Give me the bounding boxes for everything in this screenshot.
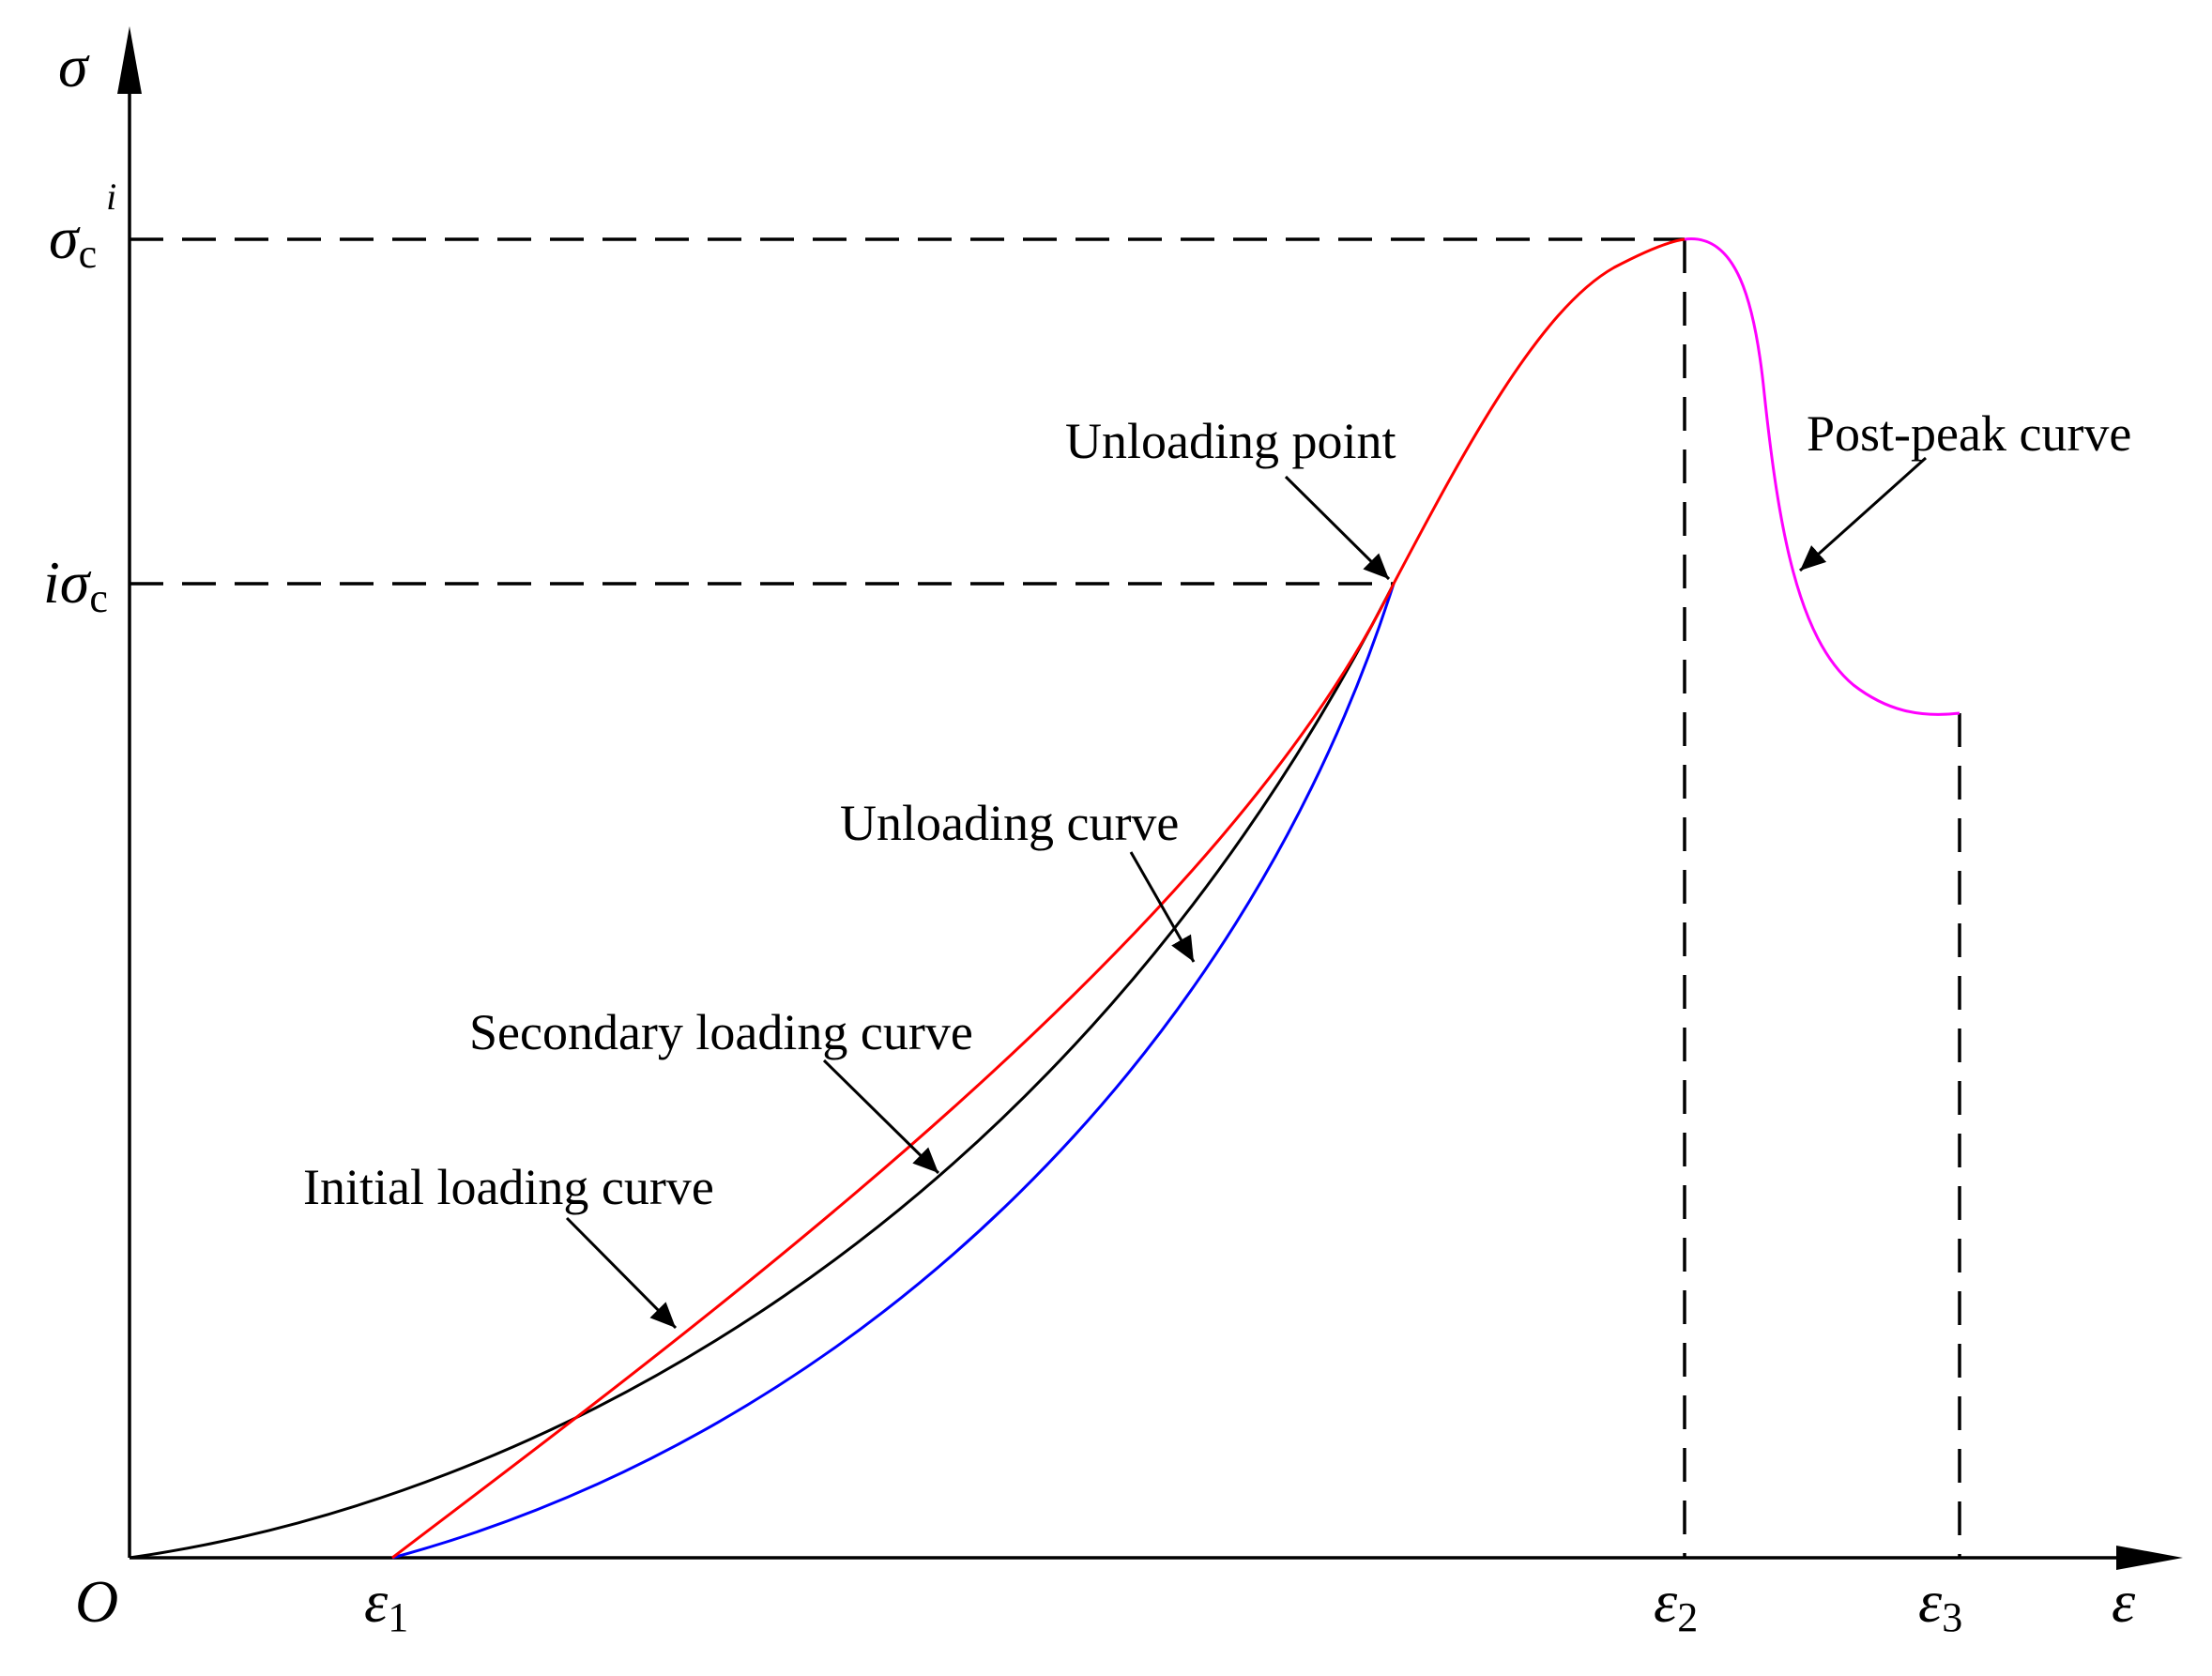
unloading-curve	[391, 583, 1396, 1560]
secondary-curve-label: Secondary loading curve	[469, 1004, 973, 1060]
unloading-point-pointer	[1284, 475, 1391, 581]
postpeak-curve-label: Post-peak curve	[1807, 405, 2131, 462]
unloading-curve-label: Unloading curve	[840, 795, 1179, 851]
post-peak-curve	[1684, 237, 1960, 716]
e2-label: ε2	[1654, 1568, 1698, 1640]
unload-stress-label: iσc	[43, 549, 108, 621]
curve-labels: Unloading point Post-peak curve Unloadin…	[303, 405, 2131, 1215]
secondary-loading-curve	[391, 237, 1686, 1560]
unloading-point-label: Unloading point	[1065, 413, 1396, 469]
e1-label: ε1	[364, 1568, 408, 1640]
y-tick-labels: σci iσc	[43, 175, 116, 621]
y-axis-label: σ	[58, 33, 90, 99]
peak-stress-label: σci	[49, 175, 116, 277]
x-axis-label: ε	[2112, 1568, 2136, 1635]
unloading-curve-pointer	[1129, 851, 1196, 963]
curves	[129, 237, 1960, 1560]
x-tick-labels: ε1 ε2 ε3	[364, 1568, 1962, 1640]
annotation-pointers	[565, 456, 1928, 1330]
x-axis-arrowhead	[2116, 1546, 2183, 1570]
postpeak-pointer	[1798, 456, 1928, 572]
reference-lines	[130, 237, 1961, 1558]
initial-curve-pointer	[565, 1216, 678, 1330]
axes	[117, 26, 2183, 1570]
axis-labels: σ ε O	[58, 33, 2136, 1635]
y-axis-arrowhead	[117, 26, 142, 94]
secondary-curve-pointer	[822, 1059, 940, 1175]
e3-label: ε3	[1918, 1568, 1962, 1640]
initial-curve-label: Initial loading curve	[303, 1159, 714, 1215]
initial-loading-curve	[129, 583, 1396, 1560]
origin-label: O	[75, 1568, 118, 1635]
